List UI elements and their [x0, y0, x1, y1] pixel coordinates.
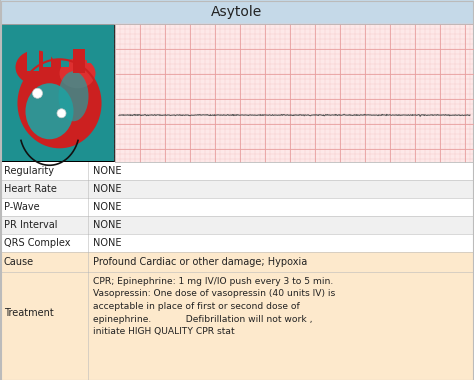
Circle shape [33, 88, 43, 98]
Bar [0, 162, 474, 180]
Text: Profound Cardiac or other damage; Hypoxia: Profound Cardiac or other damage; Hypoxi… [93, 257, 307, 267]
Text: NONE: NONE [93, 220, 121, 230]
Bar [88, 55, 101, 63]
Bar [0, 198, 474, 216]
Bar [0, 216, 474, 234]
Circle shape [57, 109, 66, 118]
Text: PR Interval: PR Interval [4, 220, 57, 230]
Text: NONE: NONE [93, 202, 121, 212]
Bar [73, 49, 85, 73]
Bar [44, 49, 52, 67]
Text: Treatment: Treatment [4, 308, 54, 318]
Bar [1, 25, 114, 161]
Bar [0, 180, 474, 198]
Text: Cause: Cause [4, 257, 34, 267]
Ellipse shape [58, 71, 89, 121]
Bar [0, 24, 115, 162]
Text: Heart Rate: Heart Rate [4, 184, 57, 194]
Ellipse shape [26, 83, 73, 139]
Bar [0, 0, 474, 24]
Text: P-Wave: P-Wave [4, 202, 40, 212]
Text: CPR; Epinephrine: 1 mg IV/IO push every 3 to 5 min.
Vasopressin: One dose of vas: CPR; Epinephrine: 1 mg IV/IO push every … [93, 277, 335, 336]
Text: QRS Complex: QRS Complex [4, 238, 71, 248]
Bar [27, 49, 39, 71]
Bar [62, 51, 70, 67]
Bar [115, 24, 474, 162]
Ellipse shape [60, 58, 95, 88]
Text: NONE: NONE [93, 238, 121, 248]
Text: Regularity: Regularity [4, 166, 54, 176]
Text: NONE: NONE [93, 166, 121, 176]
Text: NONE: NONE [93, 184, 121, 194]
Ellipse shape [16, 50, 55, 84]
Bar [0, 234, 474, 252]
Text: Asytole: Asytole [211, 5, 263, 19]
Bar [0, 272, 474, 380]
Bar [0, 252, 474, 272]
Ellipse shape [18, 59, 100, 147]
